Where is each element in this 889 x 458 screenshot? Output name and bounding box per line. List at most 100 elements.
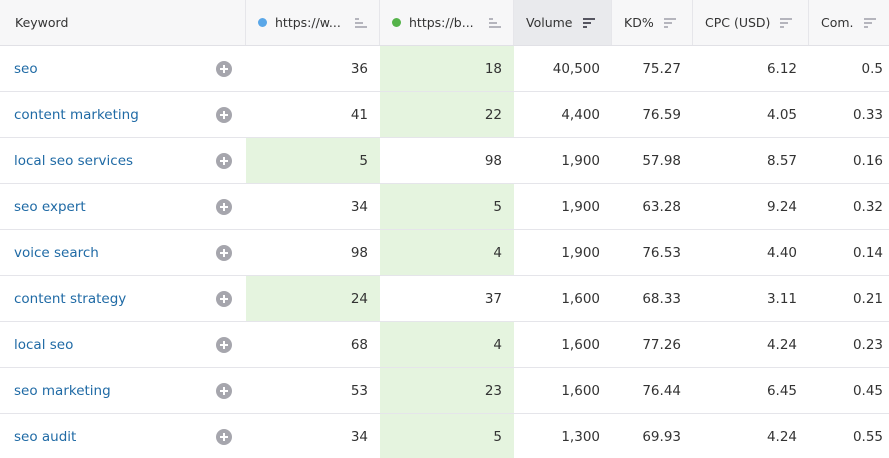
keyword-link[interactable]: seo	[14, 60, 38, 77]
keyword-link[interactable]: seo audit	[14, 428, 77, 445]
keyword-cell: content strategy	[0, 276, 246, 321]
domain-1-position: 68	[350, 336, 368, 353]
domain-2-position: 22	[380, 92, 514, 137]
volume-value: 1,600	[561, 336, 600, 353]
table-row: seo expert 34 5 1,900 63.28 9.24 0.32	[0, 184, 889, 230]
cpc-value: 6.12	[766, 60, 797, 77]
cpc-value: 4.05	[766, 106, 797, 123]
domain-2-position: 23	[380, 368, 514, 413]
keyword-link[interactable]: seo expert	[14, 198, 86, 215]
sort-icon[interactable]	[863, 17, 876, 28]
domain-1-position: 24	[246, 276, 380, 321]
plus-circle-icon[interactable]	[216, 152, 232, 169]
keyword-cell: local seo services	[0, 138, 246, 183]
com-value: 0.16	[852, 152, 883, 169]
header-keyword[interactable]: Keyword	[0, 0, 246, 45]
domain-1-position: 53	[350, 382, 368, 399]
header-kd[interactable]: KD%	[612, 0, 693, 45]
volume-value: 40,500	[552, 60, 600, 77]
domain-2-position: 5	[380, 414, 514, 458]
plus-circle-icon[interactable]	[216, 106, 232, 123]
volume-value: 1,300	[561, 428, 600, 445]
sort-icon[interactable]	[780, 17, 793, 28]
header-com[interactable]: Com.	[809, 0, 889, 45]
com-value: 0.23	[852, 336, 883, 353]
table-row: local seo services 5 98 1,900 57.98 8.57 0.16	[0, 138, 889, 184]
domain-1-position: 98	[350, 244, 368, 261]
keyword-link[interactable]: seo marketing	[14, 382, 111, 399]
table-row: local seo 68 4 1,600 77.26 4.24 0.23	[0, 322, 889, 368]
cpc-value: 8.57	[766, 152, 797, 169]
plus-circle-icon[interactable]	[216, 198, 232, 215]
table-row: seo 36 18 40,500 75.27 6.12 0.5	[0, 46, 889, 92]
keyword-link[interactable]: local seo	[14, 336, 74, 353]
domain-1-position: 34	[350, 198, 368, 215]
plus-circle-icon[interactable]	[216, 336, 232, 353]
kd-value: 69.93	[642, 428, 681, 445]
plus-circle-icon[interactable]	[216, 428, 232, 445]
header-cpc[interactable]: CPC (USD)	[693, 0, 809, 45]
header-keyword-label: Keyword	[15, 15, 69, 30]
header-domain-2[interactable]: https://b...	[380, 0, 514, 45]
table-header: Keyword https://w... https://b... Volume…	[0, 0, 889, 46]
sort-icon[interactable]	[663, 17, 676, 28]
domain-1-dot-icon	[258, 18, 267, 27]
cpc-value: 9.24	[766, 198, 797, 215]
domain-2-position: 4	[380, 230, 514, 275]
volume-value: 1,600	[561, 290, 600, 307]
com-value: 0.5	[861, 60, 883, 77]
kd-value: 76.44	[642, 382, 681, 399]
header-domain-1-label: https://w...	[275, 15, 341, 30]
plus-circle-icon[interactable]	[216, 382, 232, 399]
keyword-cell: seo expert	[0, 184, 246, 229]
volume-value: 1,900	[561, 198, 600, 215]
com-value: 0.45	[852, 382, 883, 399]
domain-1-position: 36	[350, 60, 368, 77]
kd-value: 77.26	[642, 336, 681, 353]
keyword-cell: seo marketing	[0, 368, 246, 413]
kd-value: 57.98	[642, 152, 681, 169]
table-row: voice search 98 4 1,900 76.53 4.40 0.14	[0, 230, 889, 276]
table-row: content marketing 41 22 4,400 76.59 4.05 0.33	[0, 92, 889, 138]
domain-2-position: 98	[484, 152, 502, 169]
cpc-value: 4.24	[766, 336, 797, 353]
sort-desc-icon[interactable]	[582, 17, 595, 28]
cpc-value: 4.40	[766, 244, 797, 261]
kd-value: 76.59	[642, 106, 681, 123]
plus-circle-icon[interactable]	[216, 244, 232, 261]
com-value: 0.55	[852, 428, 883, 445]
table-row: seo marketing 53 23 1,600 76.44 6.45 0.45	[0, 368, 889, 414]
keyword-link[interactable]: local seo services	[14, 152, 134, 169]
domain-1-position: 34	[350, 428, 368, 445]
com-value: 0.14	[852, 244, 883, 261]
plus-circle-icon[interactable]	[216, 290, 232, 307]
table-row: seo audit 34 5 1,300 69.93 4.24 0.55	[0, 414, 889, 458]
keyword-cell: seo	[0, 46, 246, 91]
sort-icon[interactable]	[355, 18, 367, 28]
keyword-link[interactable]: content strategy	[14, 290, 127, 307]
keyword-link[interactable]: content marketing	[14, 106, 139, 123]
kd-value: 75.27	[642, 60, 681, 77]
keyword-cell: local seo	[0, 322, 246, 367]
plus-circle-icon[interactable]	[216, 60, 232, 77]
domain-2-position: 5	[380, 184, 514, 229]
table-row: content strategy 24 37 1,600 68.33 3.11 0.21	[0, 276, 889, 322]
volume-value: 1,600	[561, 382, 600, 399]
domain-1-position: 41	[350, 106, 368, 123]
kd-value: 63.28	[642, 198, 681, 215]
cpc-value: 6.45	[766, 382, 797, 399]
volume-value: 4,400	[561, 106, 600, 123]
header-com-label: Com.	[821, 15, 854, 30]
domain-2-position: 37	[484, 290, 502, 307]
kd-value: 68.33	[642, 290, 681, 307]
header-domain-1[interactable]: https://w...	[246, 0, 380, 45]
domain-2-dot-icon	[392, 18, 401, 27]
keyword-link[interactable]: voice search	[14, 244, 99, 261]
header-volume[interactable]: Volume	[514, 0, 612, 45]
cpc-value: 3.11	[766, 290, 797, 307]
sort-icon[interactable]	[489, 18, 501, 28]
keyword-cell: content marketing	[0, 92, 246, 137]
com-value: 0.21	[852, 290, 883, 307]
header-cpc-label: CPC (USD)	[705, 15, 771, 30]
